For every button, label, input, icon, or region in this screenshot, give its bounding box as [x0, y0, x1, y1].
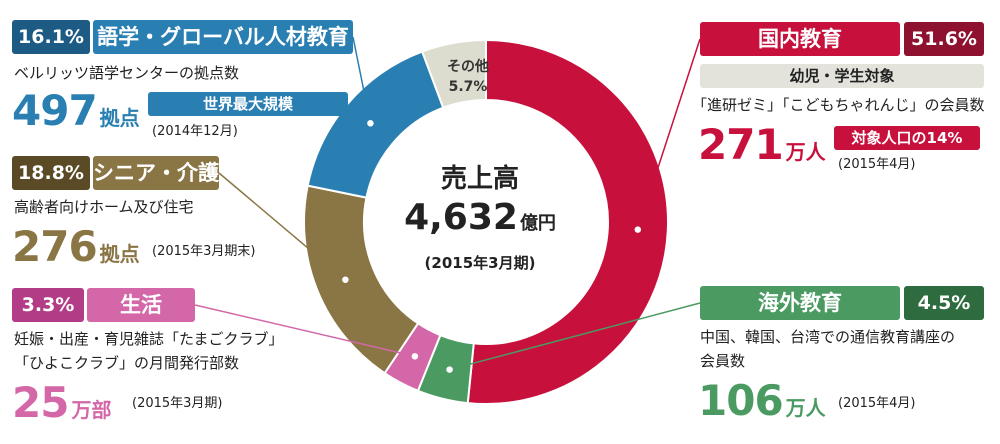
- leader-dot-0: [633, 224, 643, 235]
- center-total: 4,632 億円: [360, 197, 600, 238]
- life-name-tag: 生活: [87, 288, 195, 322]
- senior-date: (2015年3月期末): [152, 244, 256, 259]
- domestic-name-tag: 国内教育: [700, 22, 900, 56]
- leader-dot-3: [340, 274, 351, 285]
- language-figure: 497 拠点: [12, 90, 140, 132]
- language-number: 497: [12, 86, 98, 135]
- leader-line-3: [218, 172, 346, 281]
- life-number: 25: [12, 378, 69, 427]
- senior-unit: 拠点: [99, 242, 140, 266]
- life-figure: 25 万部: [12, 382, 111, 424]
- senior-name-tag: シニア・介護: [93, 156, 219, 190]
- domestic-date: (2015年4月): [838, 157, 916, 172]
- leader-line-0: [637, 38, 701, 230]
- life-unit: 万部: [71, 398, 112, 422]
- total-value: 4,632: [404, 197, 518, 238]
- leader-dot-4: [365, 118, 376, 129]
- language-badge: 世界最大規模: [148, 92, 348, 116]
- leader-line-2: [194, 304, 416, 358]
- center-title: 売上高: [440, 164, 519, 194]
- senior-number: 276: [12, 222, 98, 271]
- domestic-number: 271: [698, 120, 784, 169]
- domestic-badge: 対象人口の14%: [834, 126, 980, 150]
- life-date: (2015年3月期): [132, 396, 223, 411]
- overseas-date: (2015年4月): [838, 396, 916, 411]
- leader-dot-2: [410, 351, 420, 362]
- total-unit: 億円: [519, 213, 556, 234]
- life-desc-2: 「ひよこクラブ」の月間発行部数: [14, 354, 240, 372]
- leader-line-1: [449, 302, 701, 371]
- language-name-tag: 語学・グローバル人材教育: [93, 20, 353, 54]
- domestic-pct-tag: 51.6%: [904, 22, 984, 56]
- leader-line-4: [352, 36, 372, 124]
- language-unit: 拠点: [99, 106, 140, 130]
- overseas-pct-tag: 4.5%: [904, 286, 984, 320]
- senior-figure: 276 拠点: [12, 226, 140, 268]
- overseas-unit: 万人: [785, 396, 826, 420]
- other-pct: 5.7%: [448, 79, 488, 95]
- overseas-number: 106: [698, 376, 784, 425]
- other-slice-label: その他 5.7%: [438, 57, 498, 97]
- donut-slice-5: [420, 38, 487, 110]
- language-desc: ベルリッツ語学センターの拠点数: [14, 64, 240, 82]
- domestic-figure: 271 万人: [698, 124, 826, 166]
- domestic-unit: 万人: [785, 140, 826, 164]
- language-pct-tag: 16.1%: [12, 20, 90, 54]
- other-name: その他: [447, 59, 489, 75]
- life-pct-tag: 3.3%: [12, 288, 84, 322]
- senior-desc: 高齢者向けホーム及び住宅: [14, 198, 194, 216]
- center-period: (2015年3月期): [424, 254, 536, 272]
- life-desc-1: 妊娠・出産・育児雑誌「たまごクラブ」: [14, 330, 284, 348]
- overseas-desc-2: 会員数: [700, 352, 746, 370]
- senior-pct-tag: 18.8%: [12, 156, 90, 190]
- domestic-desc: 「進研ゼミ」「こどもちゃれんじ」の会員数: [692, 96, 985, 114]
- domestic-band: 幼児・学生対象: [700, 64, 984, 88]
- overseas-figure: 106 万人: [698, 380, 826, 422]
- overseas-desc-1: 中国、韓国、台湾での通信教育講座の: [700, 328, 956, 346]
- language-date: (2014年12月): [152, 124, 238, 139]
- donut-slice-0: [466, 38, 669, 405]
- overseas-name-tag: 海外教育: [700, 286, 900, 320]
- leader-dot-1: [444, 364, 455, 375]
